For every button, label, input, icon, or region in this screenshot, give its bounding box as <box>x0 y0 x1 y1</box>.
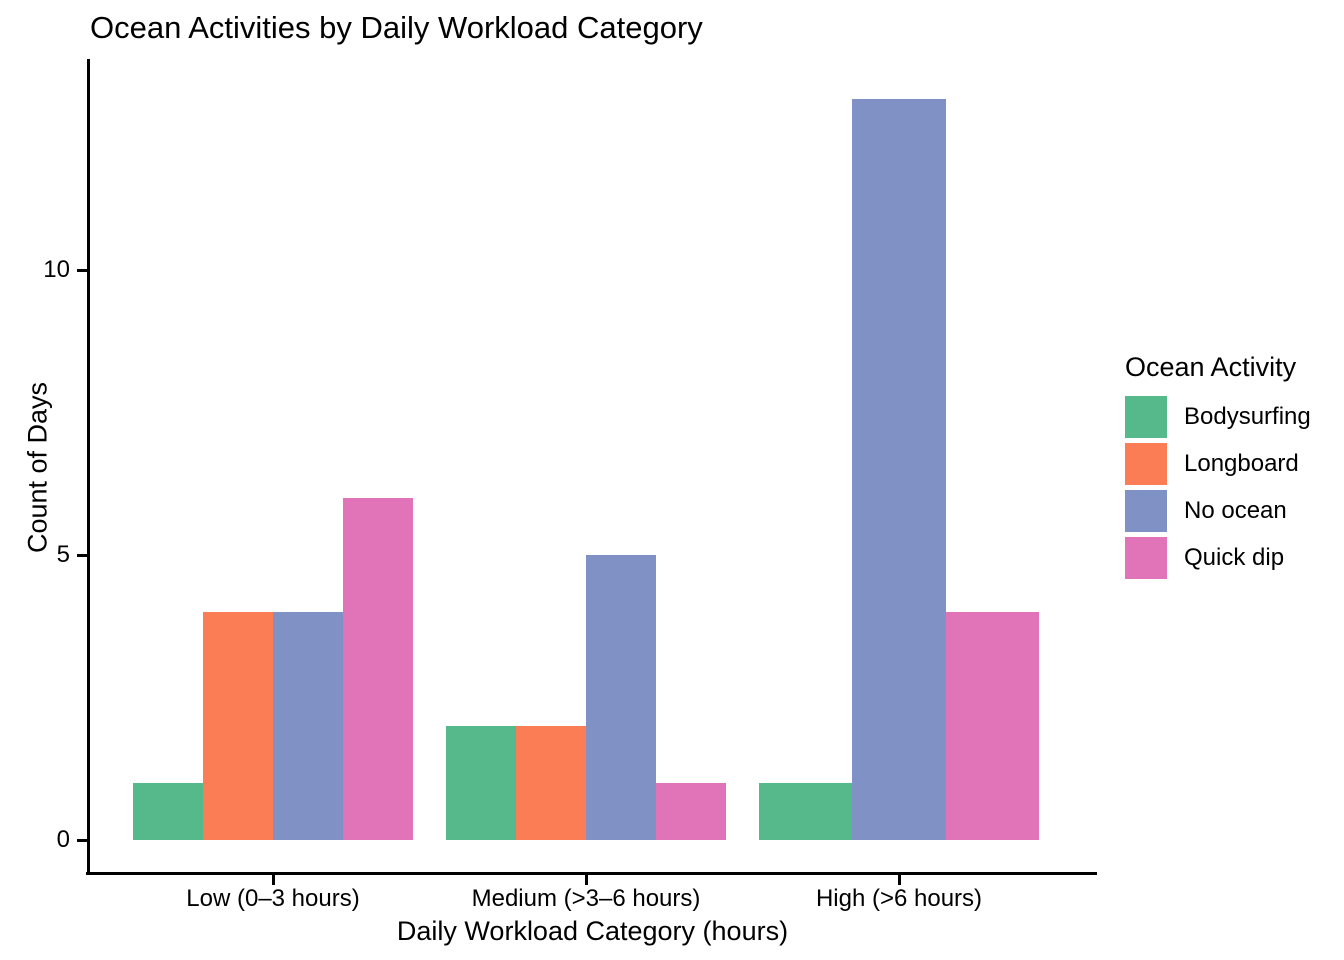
legend: Ocean Activity Bodysurfing Longboard No oc… <box>1125 352 1340 584</box>
bar-bodysurfing <box>133 783 203 840</box>
legend-title: Ocean Activity <box>1125 352 1297 382</box>
x-tick-label: Low (0–3 hours) <box>186 885 360 912</box>
y-tick-label: 5 <box>56 541 70 568</box>
bar-quick-dip <box>945 612 1039 840</box>
legend-swatch-icon <box>1125 396 1167 438</box>
bar-quick-dip <box>656 783 726 840</box>
bar-bodysurfing <box>759 783 853 840</box>
y-axis-line <box>87 59 90 875</box>
bar-no-ocean <box>586 555 656 840</box>
x-tick-label: Medium (>3–6 hours) <box>471 885 701 912</box>
legend-items: Bodysurfing Longboard No ocean Quick dip <box>1125 396 1340 579</box>
x-tick-label: High (>6 hours) <box>815 885 983 912</box>
legend-item: Quick dip <box>1125 537 1340 579</box>
x-tick-mark <box>271 875 275 885</box>
x-tick-mark <box>897 875 901 885</box>
y-tick-label: 0 <box>56 826 70 853</box>
x-axis-line <box>86 872 1097 875</box>
x-tick-mark <box>584 875 588 885</box>
bar-longboard <box>516 726 586 840</box>
legend-item: Longboard <box>1125 443 1340 485</box>
legend-item: Bodysurfing <box>1125 396 1340 438</box>
y-tick-mark <box>77 838 87 842</box>
legend-swatch-icon <box>1125 490 1167 532</box>
bar-longboard <box>203 612 273 840</box>
chart-title: Ocean Activities by Daily Workload Categ… <box>90 10 703 45</box>
y-tick-mark <box>77 553 87 557</box>
y-tick-mark <box>77 268 87 272</box>
legend-swatch-icon <box>1125 537 1167 579</box>
legend-label: Longboard <box>1184 450 1299 477</box>
legend-item: No ocean <box>1125 490 1340 532</box>
y-axis-title: Count of Days <box>22 381 53 554</box>
y-tick-label: 10 <box>43 256 70 283</box>
bar-quick-dip <box>343 498 413 840</box>
legend-label: No ocean <box>1184 497 1287 524</box>
bar-bodysurfing <box>446 726 516 840</box>
legend-label: Quick dip <box>1184 544 1285 571</box>
legend-label: Bodysurfing <box>1184 403 1311 430</box>
x-axis-title: Daily Workload Category (hours) <box>396 916 789 946</box>
bar-no-ocean <box>273 612 343 840</box>
bar-no-ocean <box>852 99 946 840</box>
legend-swatch-icon <box>1125 443 1167 485</box>
